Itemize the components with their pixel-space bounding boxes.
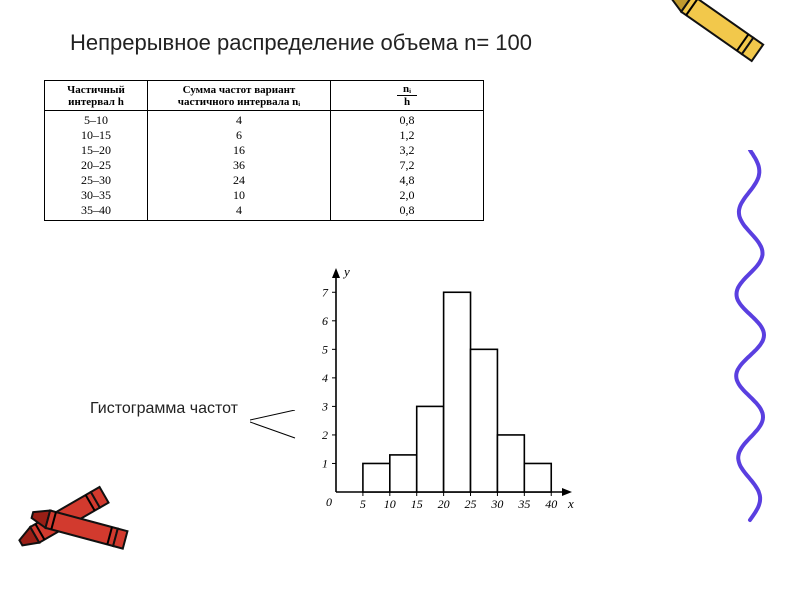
svg-text:25: 25 [465,497,477,511]
svg-text:5: 5 [360,497,366,511]
svg-text:y: y [342,264,350,279]
col-header-sum-text: Сумма частот вариант частичного интервал… [178,84,300,108]
col-header-interval-text: Частичный интервал h [67,84,125,108]
squiggle-decor [725,150,775,530]
crayon-red-decor [0,441,184,599]
svg-text:7: 7 [322,285,329,299]
col-header-ratio-denom: h [404,96,410,108]
label-arrow [250,410,300,440]
table-cell: 46163624104 [148,111,331,221]
table-cell: 0,81,23,27,24,82,00,8 [331,111,484,221]
svg-text:10: 10 [384,497,396,511]
frequency-histogram: 0 1 2 3 4 5 6 7 5 10 15 20 25 30 35 40 y x [300,260,580,520]
svg-text:20: 20 [438,497,450,511]
col-header-ratio: nᵢ h [331,81,484,111]
col-header-ratio-numer: nᵢ [397,83,417,96]
col-header-interval: Частичный интервал h [45,81,148,111]
page-title: Непрерывное распределение объема n= 100 [70,30,532,56]
col-header-sum: Сумма частот вариант частичного интервал… [148,81,331,111]
svg-text:6: 6 [322,314,328,328]
svg-text:3: 3 [321,399,328,413]
svg-text:15: 15 [411,497,423,511]
svg-text:30: 30 [490,497,503,511]
table-header-row: Частичный интервал h Сумма частот вариан… [45,81,484,111]
table-cell: 5–1010–1515–2020–2525–3030–3535–40 [45,111,148,221]
svg-text:40: 40 [545,497,557,511]
data-table: Частичный интервал h Сумма частот вариан… [44,80,484,221]
histogram-label: Гистограмма частот [90,400,238,418]
svg-text:x: x [567,496,574,511]
table-row: 5–1010–1515–2020–2525–3030–3535–40461636… [45,111,484,221]
svg-text:2: 2 [322,428,328,442]
svg-text:4: 4 [322,371,328,385]
svg-text:35: 35 [517,497,530,511]
crayon-yellow-decor [658,0,771,76]
svg-text:0: 0 [326,495,332,509]
svg-text:5: 5 [322,342,328,356]
svg-text:1: 1 [322,456,328,470]
